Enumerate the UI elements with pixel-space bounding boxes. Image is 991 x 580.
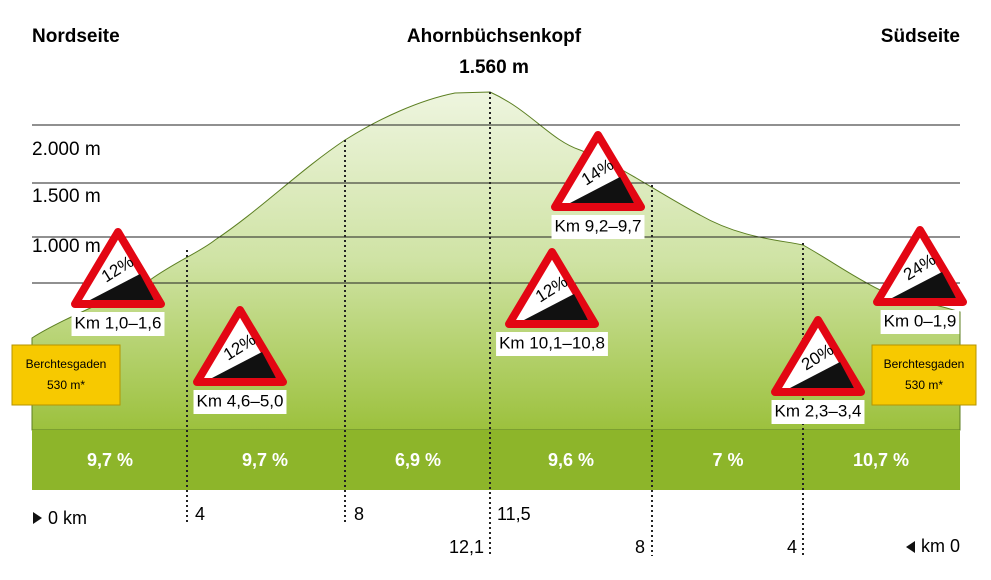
endpoint-name: Berchtesgaden [26,357,107,371]
sign-wedge [212,352,276,378]
sign-wedge [790,362,854,388]
km-north: 8 [354,504,364,524]
warning-sign: 14%Km 9,2–9,7 [551,131,645,239]
summit-name: Ahornbüchsenkopf [407,26,582,47]
warning-sign: 12%Km 10,1–10,8 [496,248,608,356]
sign-label-bg [496,332,608,356]
sign-label: Km 2,3–3,4 [775,401,862,420]
warning-sign: 24%Km 0–1,9 [873,226,967,334]
km-north: 11,5 [497,504,531,524]
km-north: 4 [195,504,205,524]
sign-label: Km 1,0–1,6 [75,313,162,332]
arrow-left [906,541,915,553]
km-south: 12,1 [449,537,484,557]
sign-label-bg [771,400,865,424]
grade-segment: 9,7 % [87,450,133,470]
endpoint-height: 530 m* [905,378,943,392]
sign-wedge [570,177,634,203]
sign-label: Km 10,1–10,8 [499,333,605,352]
grade-segment: 9,6 % [548,450,594,470]
arrow-right [33,512,42,524]
sign-label-bg [551,215,645,239]
endpoint-box [871,344,977,406]
sign-label: Km 0–1,9 [884,311,957,330]
grade-segment: 9,7 % [242,450,288,470]
km-south: 8 [635,537,645,557]
warning-sign: 12%Km 1,0–1,6 [71,228,165,336]
grade-segment: 6,9 % [395,450,441,470]
endpoint-name: Berchtesgaden [884,357,965,371]
grade-segment: 7 % [712,450,743,470]
sign-label-bg [193,390,287,414]
grade-segment: 10,7 % [853,450,909,470]
sign-label-bg [71,312,165,336]
south-side: Südseite [881,26,960,47]
endpoint-box [11,344,121,406]
km-start: 0 km [48,508,87,528]
warning-sign: 20%Km 2,3–3,4 [771,316,865,424]
sign-label-bg [880,310,960,334]
elevation-label: 2.000 m [32,139,101,160]
summit-height: 1.560 m [459,57,529,78]
elevation-label: 1.500 m [32,186,101,207]
warning-sign: 12%Km 4,6–5,0 [193,306,287,414]
sign-label: Km 9,2–9,7 [555,216,642,235]
km-south: 4 [787,537,797,557]
endpoint-height: 530 m* [47,378,85,392]
north-side: Nordseite [32,26,120,47]
elevation-label: 1.000 m [32,236,101,257]
sign-wedge [90,274,154,300]
sign-wedge [524,294,588,320]
sign-wedge [892,272,956,298]
segment-band [32,430,960,490]
km-end: km 0 [921,536,960,556]
sign-label: Km 4,6–5,0 [197,391,284,410]
